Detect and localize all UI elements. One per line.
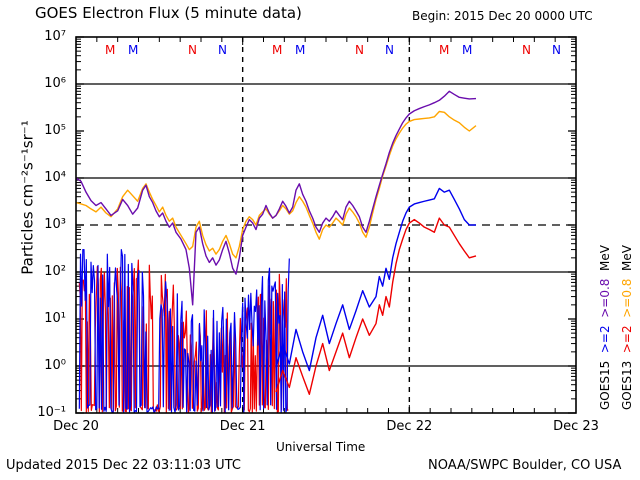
x-tick-label: Dec 23 <box>553 419 599 434</box>
updated-timestamp: Updated 2015 Dec 22 03:11:03 UTC <box>6 458 241 473</box>
y-tick-label: 10⁰ <box>44 358 66 373</box>
x-axis-label: Universal Time <box>276 440 366 454</box>
event-marker-m: M <box>272 43 283 57</box>
event-marker-m: M <box>462 43 473 57</box>
series-goes13-2mev <box>275 217 477 395</box>
series-group <box>76 90 477 413</box>
series-goes13-08mev <box>76 110 477 259</box>
page-title: GOES Electron Flux (5 minute data) <box>35 4 302 22</box>
y-tick-label: 10² <box>44 264 66 279</box>
event-marker-n: N <box>385 43 394 57</box>
event-marker-n: N <box>188 43 197 57</box>
event-marker-m: M <box>439 43 450 57</box>
y-tick-label: 10⁵ <box>44 123 66 138</box>
event-marker-m: M <box>128 43 139 57</box>
x-tick-label: Dec 22 <box>386 419 433 434</box>
y-tick-label: 10⁴ <box>44 170 66 185</box>
series-goes15-08mev <box>76 90 477 306</box>
x-tick-label: Dec 21 <box>219 419 266 434</box>
begin-time-label: Begin: 2015 Dec 20 0000 UTC <box>412 9 593 23</box>
event-marker-m: M <box>295 43 306 57</box>
y-tick-label: 10⁷ <box>44 29 66 44</box>
y-tick-label: 10¹ <box>44 311 66 326</box>
x-tick-label: Dec 20 <box>53 419 99 434</box>
plot-frame <box>75 36 577 414</box>
event-marker-n: N <box>355 43 364 57</box>
y-tick-label: 10⁻¹ <box>37 405 66 420</box>
series-goes15-2mev <box>275 187 476 372</box>
event-marker-n: N <box>552 43 561 57</box>
credit-label: NOAA/SWPC Boulder, CO USA <box>428 458 622 473</box>
y-tick-label: 10³ <box>44 217 66 232</box>
event-marker-m: M <box>105 43 116 57</box>
event-marker-n: N <box>522 43 531 57</box>
event-marker-n: N <box>218 43 227 57</box>
series-goes15-2mev-noise <box>78 248 290 413</box>
y-tick-label: 10⁶ <box>44 76 66 91</box>
